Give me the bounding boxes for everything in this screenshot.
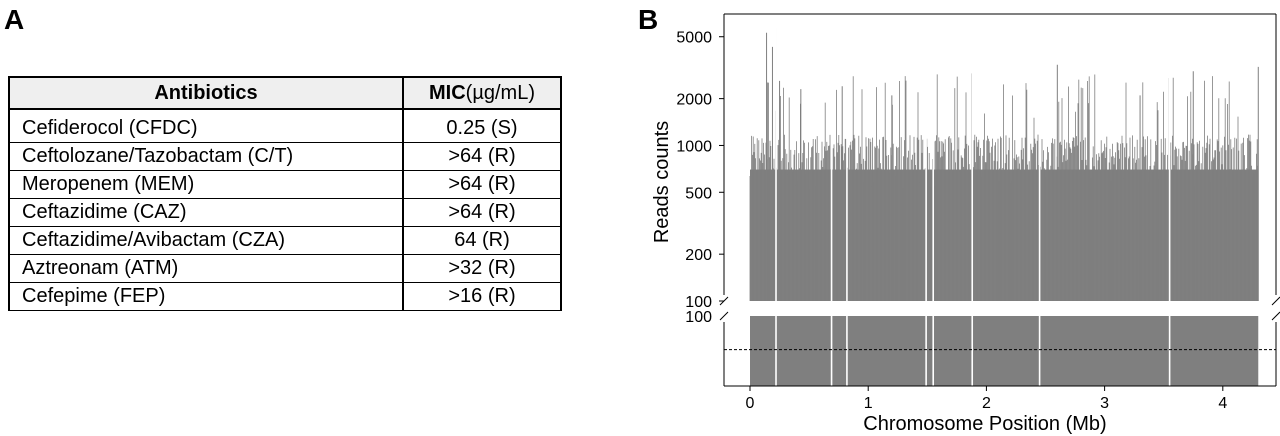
y-tick-label: 100 — [685, 294, 712, 311]
y-tick-label: 1000 — [676, 138, 712, 155]
axis-break-mark — [1271, 311, 1280, 321]
antibiotic-cell: Ceftolozane/Tazobactam (C/T) — [8, 142, 404, 171]
table-row: Cefiderocol (CFDC) 0.25 (S) — [8, 108, 562, 143]
mic-table: Antibiotics MIC(µg/mL) Cefiderocol (CFDC… — [8, 76, 562, 311]
table-row: Cefepime (FEP) >16 (R) — [8, 282, 562, 311]
mic-cell: >16 (R) — [402, 282, 562, 311]
lower-bars-group — [750, 316, 1259, 386]
axis-break-mark — [1271, 296, 1280, 306]
antibiotic-cell: Meropenem (MEM) — [8, 170, 404, 199]
axis-break-mark — [719, 311, 729, 321]
antibiotic-cell: Ceftazidime/Avibactam (CZA) — [8, 226, 404, 255]
y-tick-label: 2000 — [676, 92, 712, 109]
mic-cell: >64 (R) — [402, 142, 562, 171]
lower-y-tick-label: 100 — [685, 309, 712, 326]
header-mic-bold: MIC — [429, 81, 466, 104]
upper-bars-group — [749, 14, 1259, 301]
x-tick-label: 2 — [982, 395, 991, 412]
header-mic-unit: (µg/mL) — [465, 81, 535, 104]
read-depth-chart: Reads counts Chromosome Position (Mb) 10… — [651, 13, 1280, 435]
table-row: Ceftolozane/Tazobactam (C/T) >64 (R) — [8, 142, 562, 171]
table-row: Ceftazidime (CAZ) >64 (R) — [8, 198, 562, 227]
table-header-row: Antibiotics MIC(µg/mL) — [8, 76, 562, 110]
table-row: Aztreonam (ATM) >32 (R) — [8, 254, 562, 283]
mic-cell: 0.25 (S) — [402, 108, 562, 143]
y-axis-label: Reads counts — [651, 121, 673, 243]
header-antibiotics: Antibiotics — [8, 76, 404, 110]
x-axis-label: Chromosome Position (Mb) — [863, 413, 1106, 435]
y-tick-label: 200 — [685, 247, 712, 264]
y-tick-label: 500 — [685, 185, 712, 202]
lower-depth-block — [750, 316, 1259, 386]
antibiotic-cell: Cefiderocol (CFDC) — [8, 108, 404, 143]
x-tick-label: 4 — [1218, 395, 1227, 412]
header-mic: MIC(µg/mL) — [402, 76, 562, 110]
table-row: Ceftazidime/Avibactam (CZA) 64 (R) — [8, 226, 562, 255]
panel-label-a: A — [4, 4, 25, 35]
antibiotic-cell: Aztreonam (ATM) — [8, 254, 404, 283]
antibiotic-cell: Cefepime (FEP) — [8, 282, 404, 311]
x-tick-label: 3 — [1100, 395, 1109, 412]
mic-cell: >32 (R) — [402, 254, 562, 283]
mic-cell: >64 (R) — [402, 198, 562, 227]
x-tick-label: 1 — [864, 395, 873, 412]
x-tick-label: 0 — [746, 395, 755, 412]
panel-label-b: B — [638, 4, 659, 35]
antibiotic-cell: Ceftazidime (CAZ) — [8, 198, 404, 227]
y-tick-label: 5000 — [676, 30, 712, 47]
mic-cell: 64 (R) — [402, 226, 562, 255]
table-row: Meropenem (MEM) >64 (R) — [8, 170, 562, 199]
mic-cell: >64 (R) — [402, 170, 562, 199]
